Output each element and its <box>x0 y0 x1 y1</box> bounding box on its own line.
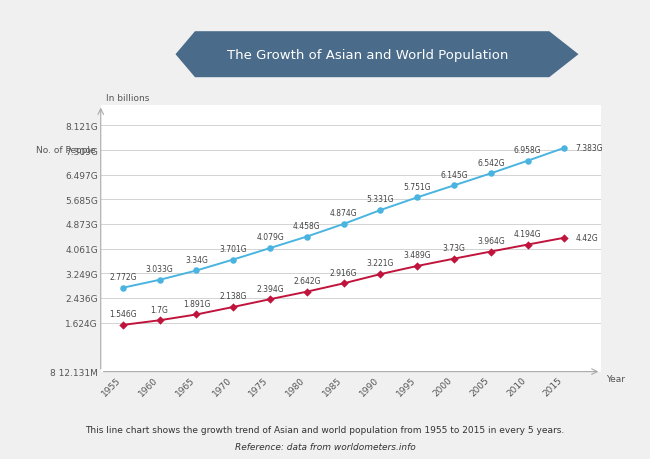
Point <box>265 245 275 252</box>
Polygon shape <box>176 32 578 78</box>
Text: 3.34G: 3.34G <box>185 255 208 264</box>
Point <box>412 263 423 270</box>
Text: 4.874G: 4.874G <box>330 209 358 218</box>
Point <box>155 317 165 324</box>
Text: 6.145G: 6.145G <box>440 170 468 179</box>
Point <box>191 267 202 274</box>
Text: 6.958G: 6.958G <box>514 146 541 155</box>
Point <box>486 170 496 178</box>
Text: 4.079G: 4.079G <box>256 233 284 242</box>
Text: 2.916G: 2.916G <box>330 268 358 277</box>
Point <box>265 296 275 303</box>
Text: 3.701G: 3.701G <box>220 244 247 253</box>
Text: 7.383G: 7.383G <box>575 144 603 153</box>
Text: 3.73G: 3.73G <box>443 243 465 252</box>
Text: 6.542G: 6.542G <box>477 158 504 167</box>
Text: 1.546G: 1.546G <box>109 309 136 319</box>
Text: 4.42G: 4.42G <box>575 234 598 243</box>
Point <box>375 271 385 278</box>
Text: 3.489G: 3.489G <box>404 251 431 260</box>
Point <box>339 221 349 228</box>
Text: 3.964G: 3.964G <box>477 236 504 246</box>
Text: Reference: data from worldometers.info: Reference: data from worldometers.info <box>235 442 415 451</box>
Text: 2.394G: 2.394G <box>256 284 284 293</box>
Text: 5.331G: 5.331G <box>367 195 395 204</box>
Point <box>155 276 165 284</box>
Text: 4.458G: 4.458G <box>293 221 320 230</box>
Point <box>118 285 128 292</box>
Text: 1.7G: 1.7G <box>151 305 168 314</box>
Text: 3.033G: 3.033G <box>146 264 174 274</box>
Text: In billions: In billions <box>106 94 149 103</box>
Text: 5.751G: 5.751G <box>404 182 431 191</box>
Point <box>449 182 460 190</box>
Point <box>375 207 385 214</box>
Point <box>228 303 239 311</box>
Text: Year: Year <box>606 375 625 383</box>
Text: This line chart shows the growth trend of Asian and world population from 1955 t: This line chart shows the growth trend o… <box>85 425 565 434</box>
Point <box>449 255 460 263</box>
Point <box>523 158 533 165</box>
Point <box>559 235 569 242</box>
Point <box>523 241 533 249</box>
Point <box>412 194 423 202</box>
Text: 1.891G: 1.891G <box>183 299 210 308</box>
Text: 3.221G: 3.221G <box>367 259 394 268</box>
Text: 2.138G: 2.138G <box>220 291 247 301</box>
Point <box>302 288 312 296</box>
Point <box>339 280 349 287</box>
Point <box>191 311 202 319</box>
Point <box>118 322 128 329</box>
Text: The Growth of Asian and World Population: The Growth of Asian and World Population <box>227 49 508 62</box>
Point <box>302 233 312 241</box>
Text: 2.642G: 2.642G <box>293 276 320 285</box>
Text: No. of People: No. of People <box>36 146 96 155</box>
Text: 4.194G: 4.194G <box>514 230 541 238</box>
Point <box>559 145 569 152</box>
Point <box>486 248 496 256</box>
Point <box>228 256 239 263</box>
Text: 2.772G: 2.772G <box>109 273 136 281</box>
